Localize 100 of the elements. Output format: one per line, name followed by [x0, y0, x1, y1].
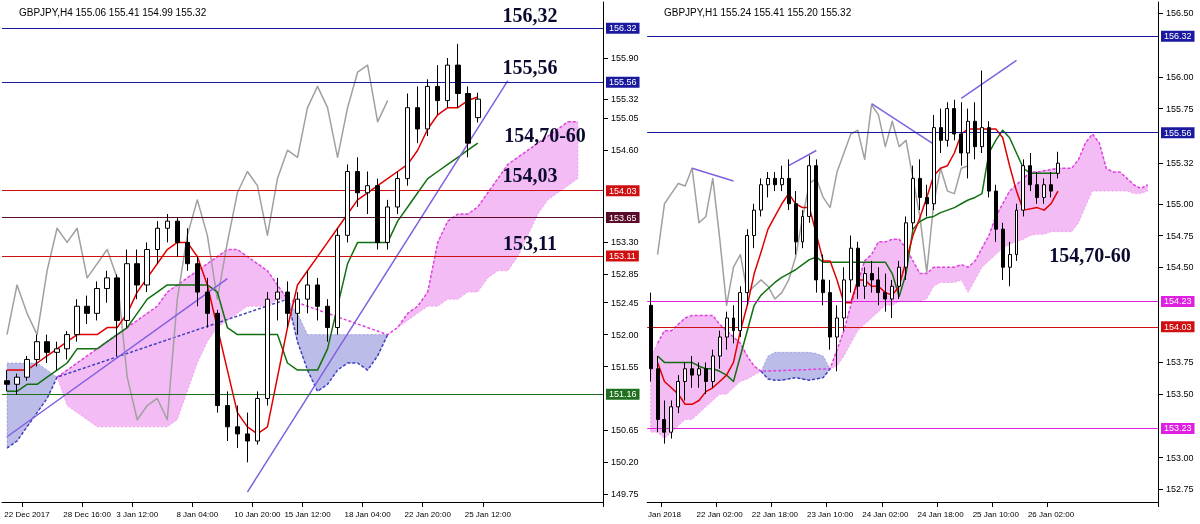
candlestick — [325, 298, 330, 343]
candlestick — [305, 270, 310, 314]
y-tick-label: 155.32 — [1166, 158, 1194, 169]
candlestick — [335, 227, 340, 336]
x-tick-label: 24 Jan 18:00 — [917, 509, 965, 519]
ref-line-label: 155.56 — [609, 77, 637, 88]
ref-line-label: 153.23 — [1164, 423, 1192, 434]
chart-title: GBPJPY,H4 155.06 155.41 154.99 155.32 — [19, 6, 207, 18]
candlestick — [876, 266, 880, 306]
candlestick — [94, 280, 100, 321]
candlestick — [134, 249, 140, 300]
candlestick — [1001, 222, 1005, 281]
line-series — [656, 104, 969, 307]
candlestick — [155, 220, 160, 265]
candlestick — [255, 390, 260, 446]
candlestick — [676, 374, 680, 414]
y-tick-label: 156.50 — [1166, 8, 1194, 19]
ref-line-label: 151.16 — [609, 389, 637, 400]
candlestick — [1028, 152, 1032, 192]
line-series — [6, 142, 479, 393]
annotation: 156,32 — [502, 4, 558, 26]
candlestick — [375, 178, 380, 251]
x-tick-label: 8 Jan 04:00 — [176, 509, 219, 519]
candlestick — [911, 165, 915, 230]
candlestick — [945, 101, 949, 148]
candlestick — [973, 101, 977, 160]
candlestick — [732, 304, 735, 344]
candlestick — [1035, 171, 1039, 205]
ref-line-label: 154.03 — [609, 185, 637, 196]
candlestick — [295, 291, 300, 336]
x-tick-label: Jan 2018 — [648, 509, 682, 519]
y-tick-label: 155.32 — [611, 94, 639, 105]
candlestick — [455, 43, 461, 109]
candlestick — [425, 78, 430, 137]
x-tick-label: 18 Jan 04:00 — [344, 509, 392, 519]
candlestick — [1008, 241, 1012, 287]
candlestick — [1015, 203, 1018, 262]
candlestick — [662, 399, 666, 445]
candlestick — [175, 217, 180, 258]
candlestick — [704, 361, 708, 395]
candlestick — [987, 120, 991, 198]
candlestick — [475, 92, 481, 124]
annotation: 155,56 — [502, 56, 558, 78]
candlestick — [925, 184, 929, 217]
candlestick — [124, 249, 130, 329]
y-tick-label: 154.60 — [611, 145, 639, 156]
line-series — [760, 368, 831, 381]
y-tick-label: 152.45 — [611, 297, 639, 308]
candlestick — [355, 156, 360, 208]
candlestick — [195, 256, 200, 307]
candlestick — [365, 171, 370, 215]
candlestick — [669, 399, 673, 440]
candlestick — [959, 101, 963, 167]
candlestick — [801, 209, 804, 249]
candlestick — [794, 190, 798, 256]
candlestick — [807, 155, 811, 224]
candlestick — [415, 85, 420, 144]
candlestick — [245, 412, 250, 463]
ref-line-label: 153.11 — [609, 250, 636, 261]
candlestick — [435, 64, 440, 116]
ref-line-label: 156.32 — [1164, 31, 1192, 42]
candlestick — [465, 85, 471, 158]
candlestick — [14, 373, 20, 396]
ref-line-label: 155.56 — [1164, 127, 1192, 138]
x-tick-label: 22 Jan 02:00 — [696, 509, 744, 519]
candlestick — [395, 171, 400, 215]
candlestick — [863, 266, 867, 300]
candlestick — [114, 273, 120, 357]
candlestick — [1021, 158, 1025, 217]
chart-title: GBPJPY,H1 155.24 155.41 155.20 155.32 — [664, 6, 852, 18]
candlestick — [265, 291, 270, 407]
y-tick-label: 153.30 — [611, 237, 639, 248]
candlestick — [766, 171, 770, 198]
candlestick — [315, 277, 320, 321]
line-series — [656, 133, 1149, 373]
candlestick — [64, 330, 70, 360]
candlestick — [4, 369, 10, 392]
annotation: 154,70-60 — [504, 124, 586, 146]
candlestick — [445, 57, 450, 109]
y-tick-label: 152.75 — [1166, 484, 1194, 495]
y-tick-label: 152.00 — [611, 329, 639, 340]
y-tick-label: 155.75 — [1166, 103, 1194, 114]
candlestick — [952, 99, 956, 141]
candlestick — [738, 285, 742, 338]
candlestick — [697, 361, 701, 389]
y-tick-label: 149.75 — [611, 489, 639, 500]
candlestick — [890, 279, 894, 319]
x-tick-label: 26 Jan 02:00 — [1027, 509, 1075, 519]
candlestick — [849, 235, 853, 294]
x-tick-label: 25 Jan 10:00 — [972, 509, 1020, 519]
candlestick — [74, 298, 80, 343]
y-tick-label: 155.90 — [611, 53, 639, 64]
candlestick — [939, 108, 943, 154]
candlestick — [275, 277, 280, 321]
candlestick — [842, 266, 846, 332]
candlestick — [385, 199, 390, 251]
candlestick — [205, 277, 210, 329]
y-tick-label: 150.20 — [611, 457, 639, 468]
x-tick-label: 3 Jan 12:00 — [116, 509, 159, 519]
candlestick — [787, 158, 791, 211]
